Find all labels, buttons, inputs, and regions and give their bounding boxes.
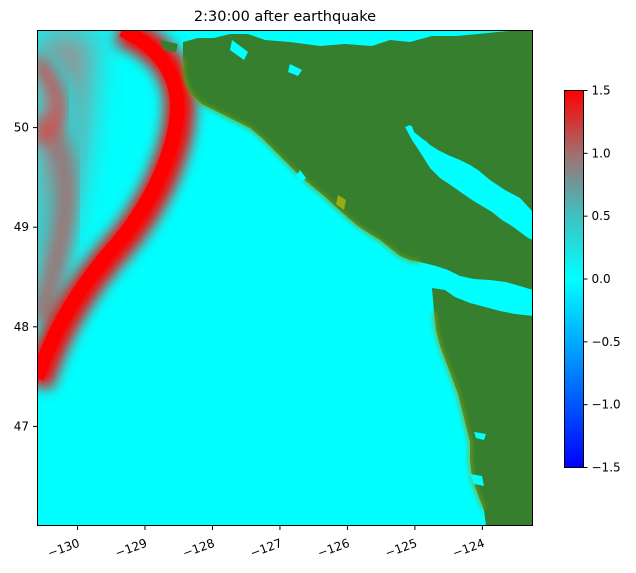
vancouver-island-landmass — [183, 30, 533, 290]
y-tick-label-0: 47 — [14, 419, 29, 433]
inlet-6 — [506, 212, 520, 230]
colorbar-tick-label-1: 1.0 — [592, 146, 611, 160]
inlet-5 — [474, 432, 486, 440]
wave-tertiary-band — [37, 55, 66, 146]
small-island-1 — [160, 40, 178, 52]
colorbar-tick-label-6: −1.5 — [592, 461, 621, 475]
colorbar: 1.5 1.0 0.5 0.0 −0.5 −1.0 −1.5 — [564, 84, 621, 475]
x-tick-label-3: −127 — [248, 536, 284, 560]
mainland-coast-landmass — [410, 120, 533, 196]
y-tick-label-1: 48 — [14, 320, 29, 334]
x-tick-label-6: −124 — [451, 536, 487, 560]
x-tick-label-2: −128 — [181, 536, 217, 560]
colorbar-tick-label-0: 1.5 — [592, 84, 611, 98]
x-tick-label-0: −130 — [46, 536, 82, 560]
x-tick-label-1: −129 — [113, 536, 149, 560]
x-axis: −130 −129 −128 −127 −126 −125 −124 — [46, 526, 487, 560]
plot-frame — [37, 30, 533, 526]
colorbar-tick-label-2: 0.5 — [592, 209, 611, 223]
coastal-fringe-north — [181, 57, 421, 264]
colorbar-gradient — [564, 90, 584, 468]
x-tick-label-5: −125 — [383, 536, 419, 560]
inlet-4 — [470, 474, 484, 486]
x-tick-label-4: −126 — [316, 536, 352, 560]
small-island-2 — [336, 195, 346, 210]
inlet-1 — [296, 170, 306, 182]
colorbar-tick-label-3: 0.0 — [592, 272, 611, 286]
colorbar-ticks: 1.5 1.0 0.5 0.0 −0.5 −1.0 −1.5 — [583, 84, 621, 475]
colorbar-tick-label-5: −1.0 — [592, 398, 621, 412]
y-tick-label-2: 49 — [14, 220, 29, 234]
inlet-2 — [230, 40, 248, 60]
inlet-3 — [288, 64, 302, 76]
y-tick-label-3: 50 — [14, 121, 29, 135]
colorbar-tick-label-4: −0.5 — [592, 335, 621, 349]
plot-area — [37, 30, 533, 526]
y-axis: 47 48 49 50 — [14, 121, 37, 433]
wave-front-core — [37, 30, 185, 381]
chart-title: 2:30:00 after earthquake — [194, 9, 376, 25]
washington-coast-landmass — [432, 288, 533, 526]
